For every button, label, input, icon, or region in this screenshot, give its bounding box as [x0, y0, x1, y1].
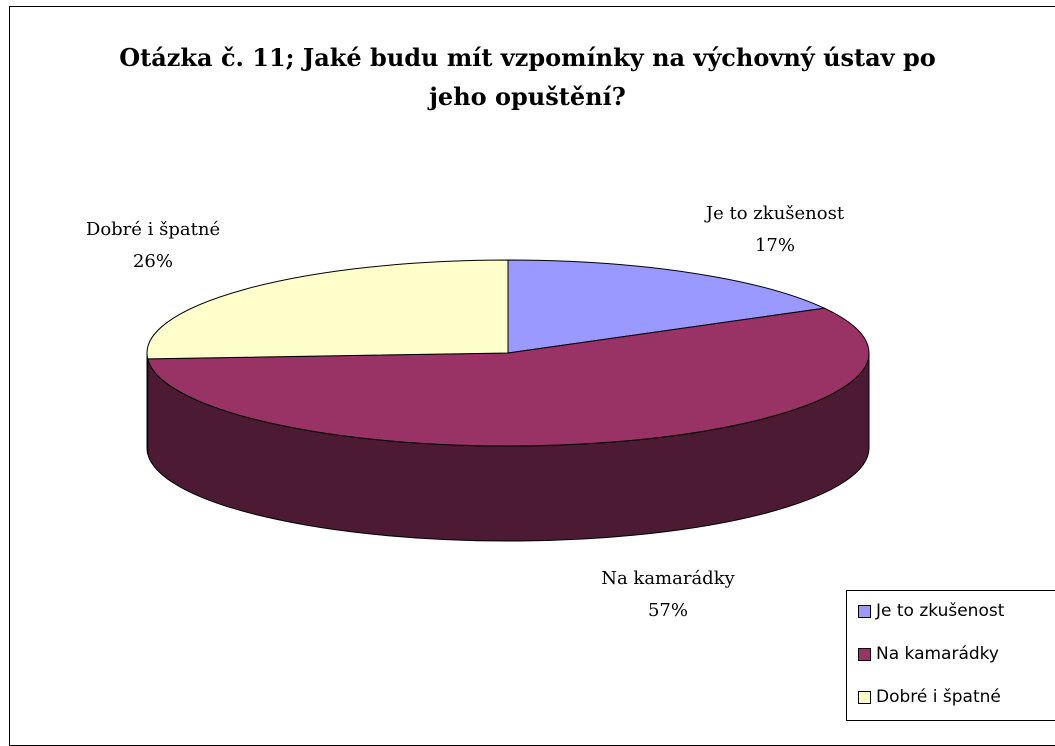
slice-label-na-kamaradky: Na kamarádky	[601, 568, 735, 589]
pie-slices	[146, 259, 870, 447]
slice-labels: Je to zkušenost 17% Na kamarádky 57% Dobré i…	[86, 203, 845, 621]
pie-slice-dobre-i-spatne	[146, 259, 509, 360]
slice-value-je-to-zkusenost: 17%	[755, 235, 795, 256]
slice-value-dobre-i-spatne: 26%	[133, 251, 173, 272]
chart-title-line-2: jeho opuštění?	[429, 82, 626, 111]
legend-swatch-dobre-i-spatne	[858, 690, 871, 704]
pie-slice-na-kamaradky	[147, 307, 870, 447]
legend-label-dobre-i-spatne: Dobré i špatné	[876, 687, 1001, 707]
legend-label-na-kamaradky: Na kamarádky	[876, 644, 999, 664]
pie-chart: Je to zkušenost 17% Na kamarádky 57% Dobré i…	[86, 203, 870, 621]
legend-label-je-to-zkusenost: Je to zkušenost	[876, 601, 1005, 621]
chart-title: Otázka č. 11; Jaké budu mít vzpomínky na…	[40, 38, 1015, 116]
legend-item-dobre-i-spatne: Dobré i špatné	[858, 687, 1001, 707]
legend-swatch-na-kamaradky	[858, 647, 871, 661]
legend-item-na-kamaradky: Na kamarádky	[858, 644, 999, 664]
legend-item-je-to-zkusenost: Je to zkušenost	[858, 601, 1004, 621]
slice-value-na-kamaradky: 57%	[648, 600, 688, 621]
slice-label-je-to-zkusenost: Je to zkušenost	[704, 203, 845, 224]
legend-swatch-je-to-zkusenost	[858, 604, 871, 618]
pie-side-dobre-i-spatne	[146, 352, 149, 454]
slice-label-dobre-i-spatne: Dobré i špatné	[86, 219, 220, 240]
chart-title-line-1: Otázka č. 11; Jaké budu mít vzpomínky na…	[119, 43, 936, 72]
pie-slice-je-to-zkusenost	[507, 259, 827, 354]
legend: Je to zkušenost Na kamarádky Dobré i špa…	[846, 590, 1055, 721]
